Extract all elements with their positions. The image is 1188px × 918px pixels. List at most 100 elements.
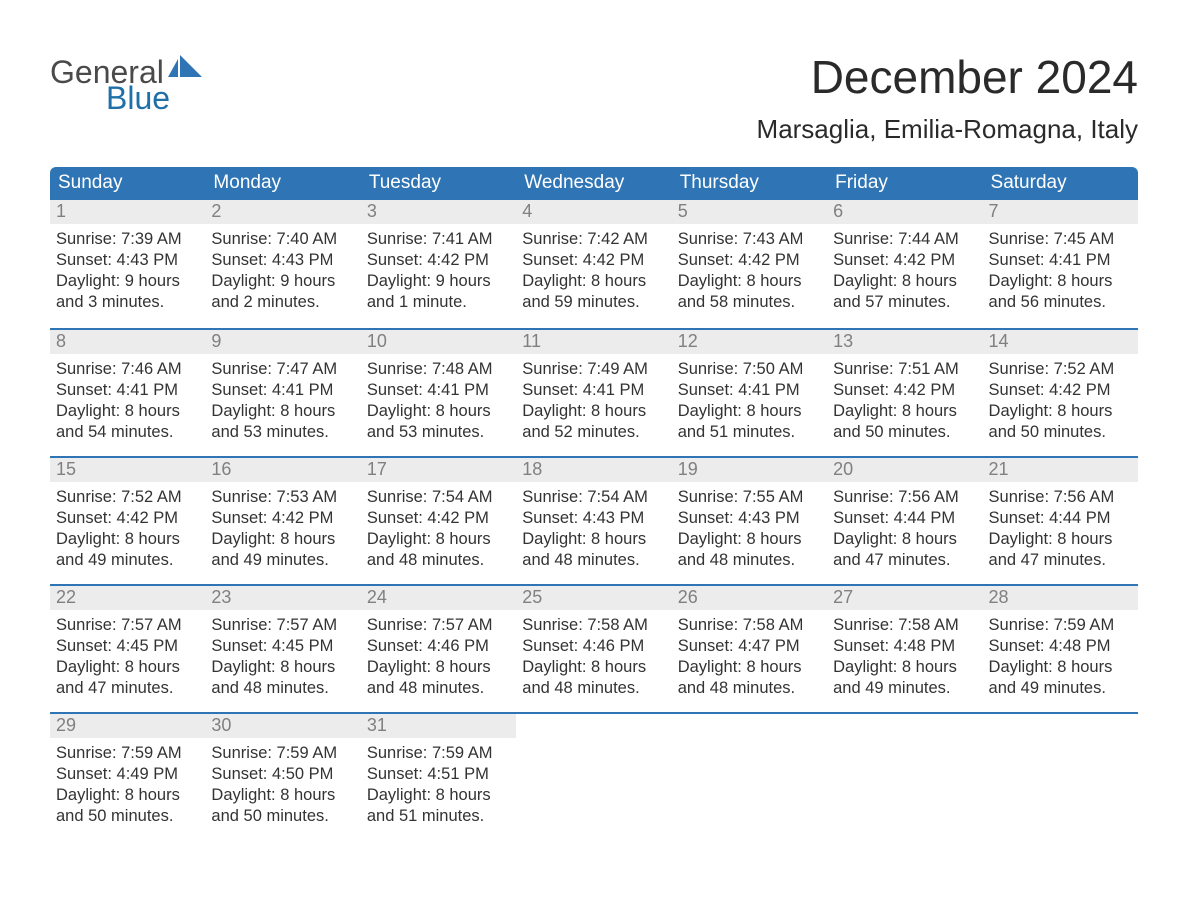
- sunrise-line: Sunrise: 7:58 AM: [833, 615, 976, 636]
- sunset-line: Sunset: 4:41 PM: [989, 250, 1132, 271]
- day-number: 5: [672, 200, 827, 224]
- sunrise-line: Sunrise: 7:39 AM: [56, 229, 199, 250]
- sunrise-line: Sunrise: 7:57 AM: [211, 615, 354, 636]
- sunrise-line: Sunrise: 7:41 AM: [367, 229, 510, 250]
- calendar-cell-empty: .: [983, 712, 1138, 840]
- day-number: 29: [50, 712, 205, 738]
- sunset-line: Sunset: 4:42 PM: [833, 380, 976, 401]
- day-number: 21: [983, 456, 1138, 482]
- sunset-line: Sunset: 4:42 PM: [989, 380, 1132, 401]
- day-details: Sunrise: 7:52 AMSunset: 4:42 PMDaylight:…: [983, 354, 1138, 447]
- calendar-cell: 5Sunrise: 7:43 AMSunset: 4:42 PMDaylight…: [672, 200, 827, 328]
- daylight-line: Daylight: 8 hours and 51 minutes.: [367, 785, 510, 827]
- sunset-line: Sunset: 4:41 PM: [211, 380, 354, 401]
- location-subtitle: Marsaglia, Emilia-Romagna, Italy: [757, 114, 1138, 145]
- sunrise-line: Sunrise: 7:55 AM: [678, 487, 821, 508]
- day-number: 24: [361, 584, 516, 610]
- daylight-line: Daylight: 9 hours and 3 minutes.: [56, 271, 199, 313]
- sunrise-line: Sunrise: 7:48 AM: [367, 359, 510, 380]
- sunrise-line: Sunrise: 7:59 AM: [367, 743, 510, 764]
- calendar-cell: 3Sunrise: 7:41 AMSunset: 4:42 PMDaylight…: [361, 200, 516, 328]
- day-details: Sunrise: 7:55 AMSunset: 4:43 PMDaylight:…: [672, 482, 827, 575]
- day-details: Sunrise: 7:52 AMSunset: 4:42 PMDaylight:…: [50, 482, 205, 575]
- day-details: Sunrise: 7:58 AMSunset: 4:48 PMDaylight:…: [827, 610, 982, 703]
- calendar-cell-empty: .: [827, 712, 982, 840]
- weekday-header-row: SundayMondayTuesdayWednesdayThursdayFrid…: [50, 167, 1138, 200]
- daylight-line: Daylight: 8 hours and 48 minutes.: [522, 529, 665, 571]
- calendar-cell: 20Sunrise: 7:56 AMSunset: 4:44 PMDayligh…: [827, 456, 982, 584]
- sunset-line: Sunset: 4:51 PM: [367, 764, 510, 785]
- day-details: Sunrise: 7:41 AMSunset: 4:42 PMDaylight:…: [361, 224, 516, 317]
- day-number: 8: [50, 328, 205, 354]
- sunrise-line: Sunrise: 7:51 AM: [833, 359, 976, 380]
- daylight-line: Daylight: 8 hours and 58 minutes.: [678, 271, 821, 313]
- sunrise-line: Sunrise: 7:44 AM: [833, 229, 976, 250]
- daylight-line: Daylight: 8 hours and 50 minutes.: [56, 785, 199, 827]
- sunrise-line: Sunrise: 7:59 AM: [211, 743, 354, 764]
- day-number: 2: [205, 200, 360, 224]
- sunset-line: Sunset: 4:42 PM: [211, 508, 354, 529]
- sunrise-line: Sunrise: 7:54 AM: [522, 487, 665, 508]
- sunset-line: Sunset: 4:42 PM: [367, 508, 510, 529]
- daylight-line: Daylight: 8 hours and 59 minutes.: [522, 271, 665, 313]
- sunset-line: Sunset: 4:47 PM: [678, 636, 821, 657]
- day-details: Sunrise: 7:50 AMSunset: 4:41 PMDaylight:…: [672, 354, 827, 447]
- day-details: Sunrise: 7:54 AMSunset: 4:42 PMDaylight:…: [361, 482, 516, 575]
- daylight-line: Daylight: 8 hours and 57 minutes.: [833, 271, 976, 313]
- day-details: Sunrise: 7:56 AMSunset: 4:44 PMDaylight:…: [983, 482, 1138, 575]
- day-details: Sunrise: 7:53 AMSunset: 4:42 PMDaylight:…: [205, 482, 360, 575]
- daylight-line: Daylight: 8 hours and 49 minutes.: [56, 529, 199, 571]
- day-details: Sunrise: 7:47 AMSunset: 4:41 PMDaylight:…: [205, 354, 360, 447]
- day-details: Sunrise: 7:45 AMSunset: 4:41 PMDaylight:…: [983, 224, 1138, 317]
- day-details: Sunrise: 7:49 AMSunset: 4:41 PMDaylight:…: [516, 354, 671, 447]
- day-details: Sunrise: 7:57 AMSunset: 4:45 PMDaylight:…: [50, 610, 205, 703]
- sunrise-line: Sunrise: 7:56 AM: [989, 487, 1132, 508]
- sunset-line: Sunset: 4:46 PM: [367, 636, 510, 657]
- calendar-cell: 30Sunrise: 7:59 AMSunset: 4:50 PMDayligh…: [205, 712, 360, 840]
- calendar-cell: 22Sunrise: 7:57 AMSunset: 4:45 PMDayligh…: [50, 584, 205, 712]
- sunrise-line: Sunrise: 7:50 AM: [678, 359, 821, 380]
- day-number: 30: [205, 712, 360, 738]
- day-details: Sunrise: 7:44 AMSunset: 4:42 PMDaylight:…: [827, 224, 982, 317]
- day-details: Sunrise: 7:59 AMSunset: 4:50 PMDaylight:…: [205, 738, 360, 831]
- calendar-cell: 28Sunrise: 7:59 AMSunset: 4:48 PMDayligh…: [983, 584, 1138, 712]
- sunrise-line: Sunrise: 7:56 AM: [833, 487, 976, 508]
- calendar-cell-empty: .: [516, 712, 671, 840]
- weekday-header: Wednesday: [516, 167, 671, 200]
- calendar-table: SundayMondayTuesdayWednesdayThursdayFrid…: [50, 167, 1138, 840]
- daylight-line: Daylight: 8 hours and 56 minutes.: [989, 271, 1132, 313]
- day-details: Sunrise: 7:46 AMSunset: 4:41 PMDaylight:…: [50, 354, 205, 447]
- logo: General Blue: [50, 50, 202, 114]
- calendar-cell: 6Sunrise: 7:44 AMSunset: 4:42 PMDaylight…: [827, 200, 982, 328]
- calendar-cell: 25Sunrise: 7:58 AMSunset: 4:46 PMDayligh…: [516, 584, 671, 712]
- sunset-line: Sunset: 4:45 PM: [56, 636, 199, 657]
- day-number: 4: [516, 200, 671, 224]
- calendar-cell: 15Sunrise: 7:52 AMSunset: 4:42 PMDayligh…: [50, 456, 205, 584]
- sunrise-line: Sunrise: 7:52 AM: [989, 359, 1132, 380]
- daylight-line: Daylight: 8 hours and 50 minutes.: [989, 401, 1132, 443]
- sunrise-line: Sunrise: 7:45 AM: [989, 229, 1132, 250]
- day-number: 25: [516, 584, 671, 610]
- calendar-cell: 16Sunrise: 7:53 AMSunset: 4:42 PMDayligh…: [205, 456, 360, 584]
- day-details: Sunrise: 7:51 AMSunset: 4:42 PMDaylight:…: [827, 354, 982, 447]
- daylight-line: Daylight: 8 hours and 53 minutes.: [211, 401, 354, 443]
- calendar-cell-empty: .: [672, 712, 827, 840]
- day-number: 12: [672, 328, 827, 354]
- day-details: Sunrise: 7:39 AMSunset: 4:43 PMDaylight:…: [50, 224, 205, 317]
- day-details: Sunrise: 7:59 AMSunset: 4:49 PMDaylight:…: [50, 738, 205, 831]
- calendar-cell: 21Sunrise: 7:56 AMSunset: 4:44 PMDayligh…: [983, 456, 1138, 584]
- day-details: Sunrise: 7:58 AMSunset: 4:46 PMDaylight:…: [516, 610, 671, 703]
- calendar-cell: 10Sunrise: 7:48 AMSunset: 4:41 PMDayligh…: [361, 328, 516, 456]
- calendar-cell: 18Sunrise: 7:54 AMSunset: 4:43 PMDayligh…: [516, 456, 671, 584]
- day-number: 15: [50, 456, 205, 482]
- day-number: 16: [205, 456, 360, 482]
- day-details: Sunrise: 7:56 AMSunset: 4:44 PMDaylight:…: [827, 482, 982, 575]
- day-number: 23: [205, 584, 360, 610]
- logo-text-2: Blue: [106, 82, 202, 114]
- sunset-line: Sunset: 4:48 PM: [833, 636, 976, 657]
- calendar-cell: 11Sunrise: 7:49 AMSunset: 4:41 PMDayligh…: [516, 328, 671, 456]
- calendar-cell: 12Sunrise: 7:50 AMSunset: 4:41 PMDayligh…: [672, 328, 827, 456]
- page-title: December 2024: [757, 50, 1138, 104]
- day-number: 1: [50, 200, 205, 224]
- sunrise-line: Sunrise: 7:54 AM: [367, 487, 510, 508]
